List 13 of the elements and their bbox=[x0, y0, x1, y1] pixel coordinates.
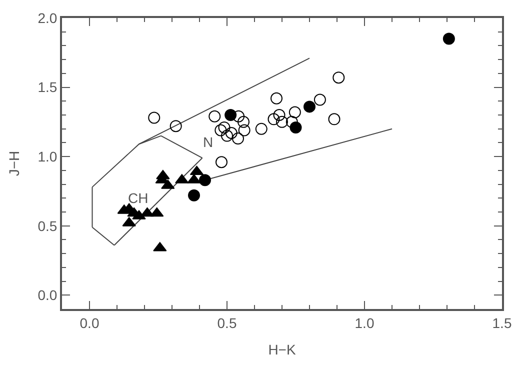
x-tick-label: 0.5 bbox=[217, 314, 237, 331]
y-tick-label: 2.0 bbox=[38, 10, 58, 26]
annotation: N bbox=[203, 134, 214, 150]
annotation: CH bbox=[128, 190, 148, 206]
y-tick-label: 1.0 bbox=[38, 148, 58, 164]
x-tick-label: 1.0 bbox=[354, 314, 374, 331]
x-axis-title: H−K bbox=[268, 342, 296, 358]
y-axis-title: J−H bbox=[6, 150, 22, 176]
y-tick-label: 0.5 bbox=[38, 218, 58, 234]
y-tick-label: 1.5 bbox=[38, 79, 58, 96]
y-tick-label: 0.0 bbox=[38, 287, 58, 304]
x-tick-label: 0.0 bbox=[80, 314, 100, 331]
x-tick-label: 1.5 bbox=[492, 314, 512, 331]
